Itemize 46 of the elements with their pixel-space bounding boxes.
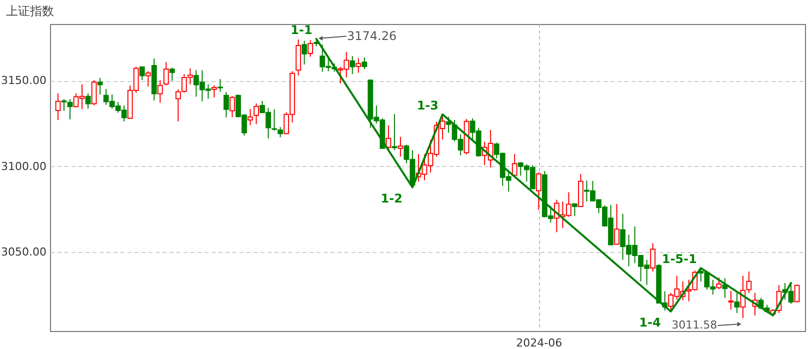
annotation: 3174.26 xyxy=(346,29,397,44)
candlestick xyxy=(248,108,253,126)
annotation: 1-4 xyxy=(639,315,661,330)
candlestick xyxy=(145,70,151,87)
candlestick xyxy=(392,114,398,151)
candlestick xyxy=(386,124,392,150)
y-tick-label: 3150.00 xyxy=(1,74,46,88)
annotation: 1-5-1 xyxy=(662,252,697,266)
candlestick xyxy=(734,292,740,314)
y-tick-label: 3100.00 xyxy=(1,160,46,173)
candlestick xyxy=(212,84,217,98)
annotation: 1-3 xyxy=(416,98,439,112)
y-tick-label: 3050.00 xyxy=(1,246,46,259)
candlestick xyxy=(308,40,314,58)
annotation: 3011.58 xyxy=(672,318,718,332)
candlestick xyxy=(356,58,362,74)
candlestick xyxy=(163,62,169,86)
annotation: 1-1 xyxy=(290,22,312,37)
chart-title: 上证指数 xyxy=(6,4,54,18)
annotation: 1-2 xyxy=(380,191,402,206)
candlestick xyxy=(746,270,752,294)
candlestick xyxy=(157,80,163,104)
candlestick xyxy=(728,290,734,310)
x-tick-label: 2024-06 xyxy=(516,336,562,349)
candlestick xyxy=(97,78,103,96)
candlestick xyxy=(55,92,61,121)
candlestick xyxy=(254,102,259,125)
candlestick xyxy=(85,92,91,110)
candlestick xyxy=(716,276,722,290)
candlestick xyxy=(230,96,235,118)
candlestick xyxy=(169,67,175,82)
candlestick xyxy=(350,56,356,75)
candlestick xyxy=(572,202,578,216)
candlestick xyxy=(398,136,404,158)
candlestick xyxy=(218,78,223,92)
candlestick xyxy=(302,40,308,65)
candlestick xyxy=(722,278,728,298)
candlestick xyxy=(362,56,368,70)
candlestick xyxy=(614,203,620,246)
candlestick xyxy=(536,172,542,210)
candlestick xyxy=(224,92,229,118)
candlestick xyxy=(139,66,145,81)
candlestick xyxy=(794,284,800,303)
candlestick xyxy=(650,242,656,272)
candlestick xyxy=(512,154,518,176)
candlestick xyxy=(91,80,97,106)
